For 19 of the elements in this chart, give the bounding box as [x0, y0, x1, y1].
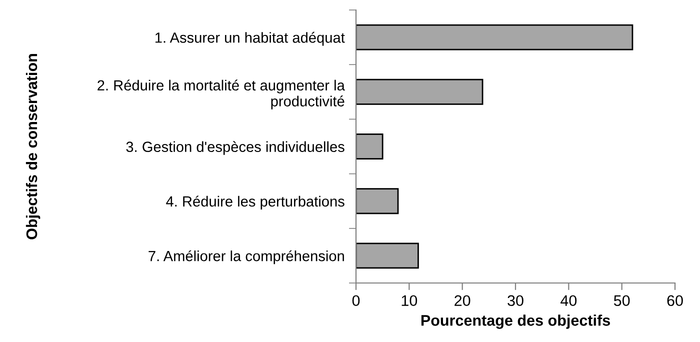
y-tick-label: 3. Gestion d'espèces individuelles — [126, 141, 344, 155]
x-tick-label: 0 — [352, 295, 360, 306]
bar — [356, 242, 419, 269]
bar — [356, 134, 384, 160]
y-axis-title: Objectifs de conservation — [26, 54, 40, 240]
y-tick-label: 1. Assurer un habitat adéquat — [155, 32, 345, 46]
x-axis-title: Pourcentage des objectifs — [421, 314, 610, 329]
y-tick-label: 4. Réduire les perturbations — [166, 196, 344, 210]
x-tick-label: 10 — [402, 295, 418, 306]
y-tick-label: 7. Améliorer la compréhension — [148, 250, 344, 264]
x-tick-label: 20 — [454, 295, 470, 306]
x-tick-label: 50 — [614, 295, 630, 306]
x-tick-label: 40 — [560, 295, 577, 306]
bar — [356, 24, 634, 50]
bar — [356, 188, 399, 214]
bar — [356, 78, 484, 105]
y-tick-label: 2. Réduire la mortalité et augmenter la productivité — [98, 80, 345, 110]
x-tick-label: 60 — [667, 295, 683, 306]
x-tick-label: 30 — [508, 295, 524, 306]
